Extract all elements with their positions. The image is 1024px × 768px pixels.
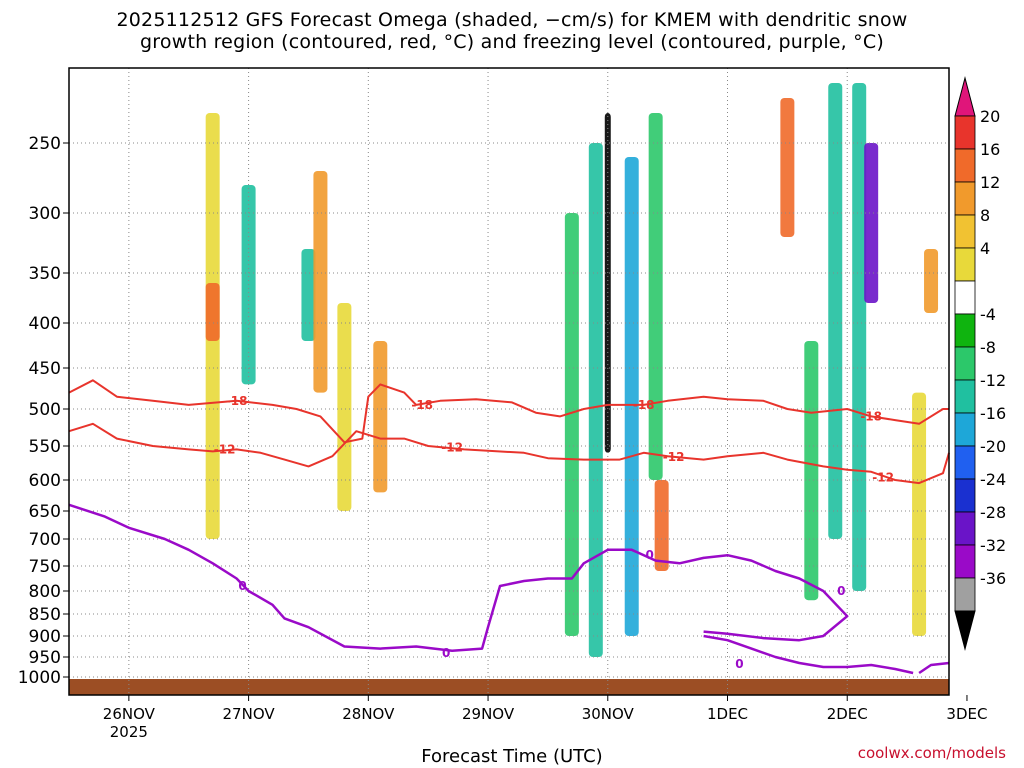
x-tick-label-30nov: 30NOV (582, 705, 635, 723)
y-tick-label-650: 650 (29, 502, 61, 522)
y-tick-label-600: 600 (29, 471, 61, 491)
omega-cell-8 (588, 143, 603, 657)
x-tick-sublabel-year: 2025 (110, 723, 148, 741)
colorbar-segment-12 (954, 478, 976, 513)
chart-title-line2: growth region (contoured, red, °C) and f… (140, 31, 884, 53)
omega-cell-7 (564, 213, 579, 636)
colorbar-label-m4: -4 (980, 305, 996, 324)
y-tick-label-400: 400 (29, 314, 61, 334)
colorbar-segment-3 (954, 181, 976, 216)
x-tick-label-1dec: 1DEC (707, 705, 748, 723)
chart-title-line1: 2025112512 GFS Forecast Omega (shaded, −… (116, 9, 908, 31)
omega-cell-6 (373, 341, 388, 493)
freezing-contour-0 (68, 503, 849, 652)
ground-strip (69, 679, 949, 695)
colorbar-label-4: 4 (980, 239, 990, 258)
contour-label-m18-c: -18 (633, 398, 655, 412)
y-tick-label-450: 450 (29, 359, 61, 379)
contour-label-m12-b: -12 (441, 440, 463, 454)
plot-frame (68, 67, 950, 696)
omega-cell-11 (648, 113, 663, 480)
colorbar-top-arrow (954, 76, 976, 117)
colorbar-label-12: 12 (980, 173, 1000, 192)
y-tick-label-950: 950 (29, 648, 61, 668)
y-tick-label-500: 500 (29, 400, 61, 420)
y-tick-label-900: 900 (29, 627, 61, 647)
y-tick-label-700: 700 (29, 530, 61, 550)
colorbar-bottom-arrow (954, 610, 976, 651)
y-tick-label-550: 550 (29, 437, 61, 457)
y-tick-label-250: 250 (29, 134, 61, 154)
omega-cell-4 (313, 171, 328, 393)
colorbar-segment-14 (954, 544, 976, 579)
omega-cell-19 (924, 249, 939, 313)
y-tick-label-850: 850 (29, 605, 61, 625)
colorbar-label-m24: -24 (980, 470, 1006, 489)
colorbar-label-16: 16 (980, 140, 1000, 159)
colorbar-segment-9 (954, 379, 976, 414)
colorbar-label-m20: -20 (980, 437, 1006, 456)
dendritic-contour-m18 (68, 379, 949, 444)
colorbar-label-m32: -32 (980, 536, 1006, 555)
contour-label-m18-a: -18 (226, 394, 248, 408)
contour-label-0-b: 0 (442, 646, 450, 660)
y-tick-label-300: 300 (29, 204, 61, 224)
omega-cell-1 (205, 283, 220, 341)
y-tick-label-800: 800 (29, 582, 61, 602)
contour-label-m12-d: -12 (872, 470, 894, 484)
colorbar-label-m36: -36 (980, 569, 1006, 588)
colorbar-segment-6 (954, 280, 976, 315)
omega-cell-12 (654, 480, 669, 571)
y-tick-label-1000: 1000 (18, 668, 61, 688)
dendritic-contour-m12 (68, 422, 950, 485)
colorbar-segment-1 (954, 115, 976, 150)
contour-label-m12-c: -12 (663, 450, 685, 464)
x-axis-label: Forecast Time (UTC) (421, 746, 603, 767)
colorbar-segment-10 (954, 412, 976, 447)
x-tick-label-3dec: 3DEC (946, 705, 987, 723)
colorbar-segment-11 (954, 445, 976, 480)
omega-cell-15 (828, 83, 843, 539)
colorbar-segment-13 (954, 511, 976, 546)
omega-cell-10 (624, 157, 639, 636)
colorbar-label-20: 20 (980, 107, 1000, 126)
omega-cell-17 (864, 143, 879, 303)
omega-cell-5 (337, 303, 352, 511)
colorbar-segment-4 (954, 214, 976, 249)
freezing-contour-1 (703, 634, 914, 675)
x-tick-label-28nov: 28NOV (342, 705, 395, 723)
colorbar-segment-8 (954, 346, 976, 381)
omega-cell-18 (912, 392, 927, 636)
contour-label-m12-a: -12 (214, 442, 236, 456)
x-tick-label-26nov: 26NOV (103, 705, 156, 723)
freezing-contour-2 (918, 661, 950, 675)
omega-cell-13 (780, 98, 795, 237)
x-tick-label-29nov: 29NOV (462, 705, 515, 723)
omega-cell-16 (852, 83, 867, 591)
colorbar-label-m16: -16 (980, 404, 1006, 423)
y-tick-label-350: 350 (29, 264, 61, 284)
omega-cell-9 (604, 113, 611, 453)
credit-text[interactable]: coolwx.com/models (857, 744, 1006, 762)
x-tick-label-27nov: 27NOV (223, 705, 276, 723)
omega-cell-3 (301, 249, 316, 341)
contour-label-m18-b: -18 (411, 398, 433, 412)
colorbar-segment-15 (954, 577, 976, 612)
colorbar-segment-2 (954, 148, 976, 183)
omega-cell-14 (804, 341, 819, 601)
contour-label-0-d: 0 (837, 584, 845, 598)
x-tick-label-2dec: 2DEC (827, 705, 868, 723)
colorbar-segment-7 (954, 313, 976, 348)
colorbar-label-8: 8 (980, 206, 990, 225)
y-tick-label-750: 750 (29, 557, 61, 577)
colorbar-label-m8: -8 (980, 338, 996, 357)
colorbar-label-m12: -12 (980, 371, 1006, 390)
contour-label-m18-d: -18 (860, 409, 882, 423)
contour-label-0-a: 0 (238, 579, 246, 593)
contour-label-0-e: 0 (735, 657, 743, 671)
contour-label-0-c: 0 (646, 548, 654, 562)
colorbar-segment-5 (954, 247, 976, 282)
colorbar-label-m28: -28 (980, 503, 1006, 522)
